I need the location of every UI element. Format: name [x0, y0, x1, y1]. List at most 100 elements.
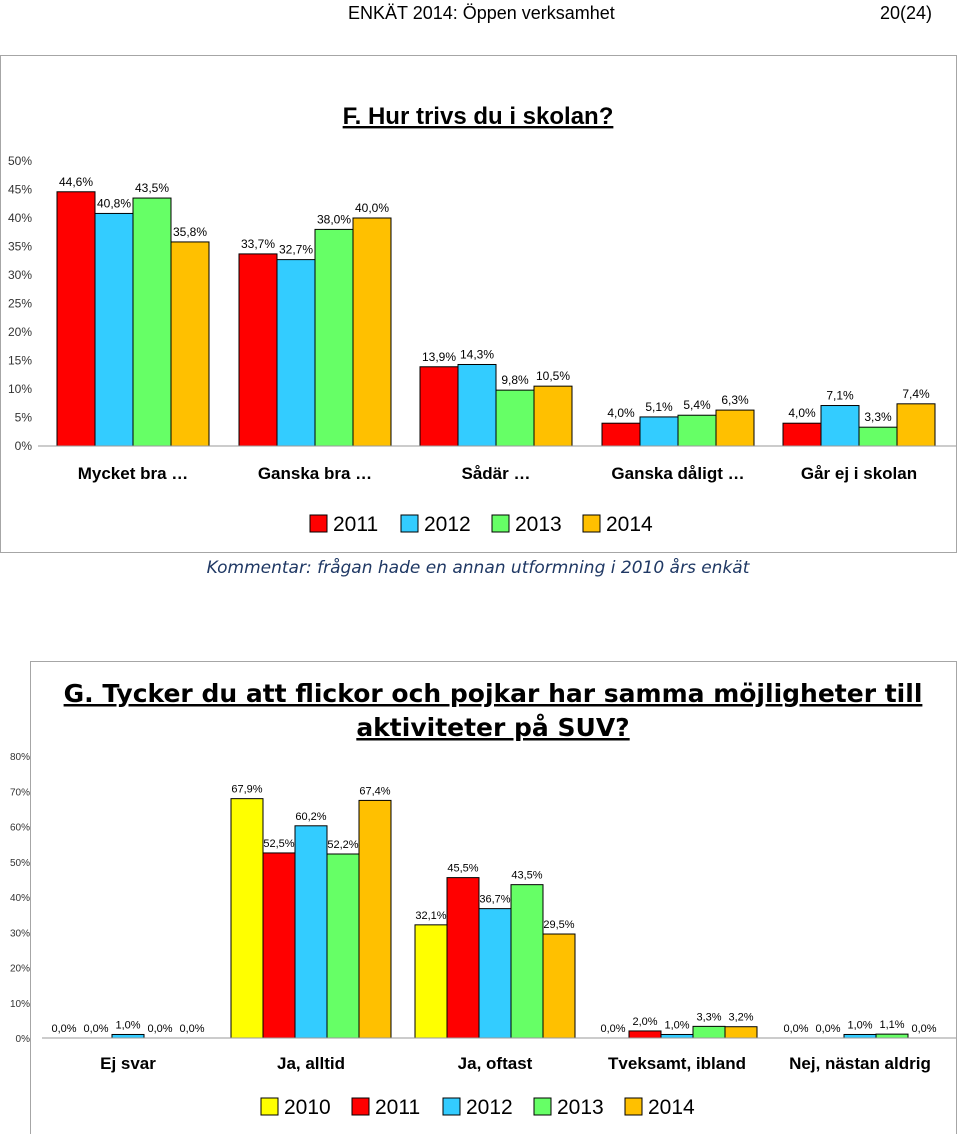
chart-f-data-label-2013-ganska-bra: 38,0%: [317, 212, 351, 226]
chart-g-data-label-2012-tveksamt-ibland: 1,0%: [664, 1019, 689, 1031]
chart-f-bar-2013-gar-ej-i-skolan: [858, 426, 898, 447]
chart-g-category-label-ja-oftast: Ja, oftast: [458, 1054, 533, 1073]
chart-f-data-label-2013-sadar: 9,8%: [501, 373, 529, 387]
chart-f-legend-label-2013: 2013: [515, 513, 562, 536]
chart-g-frame: [30, 661, 957, 1134]
chart-f-bar-2013-ganska-bra: [314, 228, 354, 447]
chart-g-bar-2014-ja-alltid: [358, 799, 392, 1039]
chart-f-bar-2014-sadar: [533, 385, 573, 447]
chart-g-ytick-label: 70%: [10, 787, 30, 798]
chart-g-ytick-label: 60%: [10, 823, 30, 834]
page-number: 20(24): [880, 3, 933, 23]
chart-g-bar-2011-ja-alltid: [262, 852, 296, 1039]
chart-f-ytick-label: 45%: [8, 183, 32, 197]
chart-g-category-label-ja-alltid: Ja, alltid: [277, 1054, 345, 1073]
chart-g-data-label-2012-ej-svar: 1,0%: [115, 1019, 140, 1031]
chart-g-data-label-2013-ja-oftast: 43,5%: [511, 870, 542, 882]
chart-f-legend-swatch-2012: [400, 514, 419, 533]
chart-f-data-label-2012-sadar: 14,3%: [460, 347, 494, 361]
chart-f-ytick-label: 0%: [15, 439, 33, 453]
chart-f-data-label-2014-ganska-bra: 40,0%: [355, 201, 389, 215]
chart-f-title: F. Hur trivs du i skolan?: [343, 103, 614, 130]
chart-g-data-label-2014-nej-nastan-aldrig: 0,0%: [911, 1023, 936, 1035]
chart-g-ytick-label: 0%: [16, 1034, 31, 1045]
chart-f-bar-2013-mycket-bra: [132, 197, 172, 447]
chart-f-data-label-2013-ganska-daligt: 5,4%: [683, 398, 711, 412]
chart-f-data-label-2013-gar-ej-i-skolan: 3,3%: [864, 410, 892, 424]
chart-f-bar-2013-ganska-daligt: [677, 414, 717, 447]
chart-f-ytick-label: 20%: [8, 325, 32, 339]
chart-f-bar-2011-ganska-bra: [238, 253, 278, 447]
chart-g-bar-2010-ja-oftast: [414, 924, 448, 1039]
chart-f-category-label-sadar: Sådär …: [462, 464, 531, 483]
chart-g-ytick-label: 40%: [10, 893, 30, 904]
chart-g-bar-2012-ja-alltid: [294, 825, 328, 1039]
chart-g-data-label-2014-ja-alltid: 67,4%: [359, 785, 390, 797]
chart-f-category-label-ganska-daligt: Ganska dåligt …: [611, 464, 744, 483]
chart-g-data-label-2011-tveksamt-ibland: 2,0%: [632, 1016, 657, 1028]
chart-f-bar-2011-ganska-daligt: [601, 422, 641, 447]
chart-g-bar-2012-tveksamt-ibland: [660, 1033, 694, 1039]
document-title: ENKÄT 2014: Öppen verksamhet: [348, 3, 615, 23]
chart-g-legend-swatch-2010: [260, 1097, 279, 1116]
chart-g-bar-2013-nej-nastan-aldrig: [875, 1033, 909, 1039]
chart-f-ytick-label: 10%: [8, 382, 32, 396]
chart-f-bar-2011-gar-ej-i-skolan: [782, 422, 822, 447]
chart-f-ytick-label: 30%: [8, 268, 32, 282]
chart-f-bar-2014-ganska-bra: [352, 217, 392, 447]
chart-f-legend-swatch-2011: [309, 514, 328, 533]
chart-f-legend-swatch-2014: [582, 514, 601, 533]
chart-f-data-label-2011-mycket-bra: 44,6%: [59, 175, 93, 189]
chart-g-bar-2014-tveksamt-ibland: [724, 1026, 758, 1039]
chart-f-category-label-ganska-bra: Ganska bra …: [258, 464, 372, 483]
chart-f-data-label-2012-ganska-bra: 32,7%: [279, 243, 313, 257]
chart-f-bar-2012-ganska-bra: [276, 259, 316, 447]
chart-g-title-line-2: aktiviteter på SUV?: [356, 713, 629, 742]
chart-g-data-label-2013-nej-nastan-aldrig: 1,1%: [879, 1019, 904, 1031]
chart-g-data-label-2014-ej-svar: 0,0%: [179, 1023, 204, 1035]
chart-g-data-label-2014-ja-oftast: 29,5%: [543, 919, 574, 931]
chart-f-data-label-2011-gar-ej-i-skolan: 4,0%: [788, 406, 816, 420]
chart-g-data-label-2011-ej-svar: 0,0%: [83, 1023, 108, 1035]
chart-g-ytick-label: 10%: [10, 999, 30, 1010]
chart-g-legend-label-2010: 2010: [284, 1096, 331, 1119]
chart-g-data-label-2013-ej-svar: 0,0%: [147, 1023, 172, 1035]
chart-f-data-label-2014-mycket-bra: 35,8%: [173, 225, 207, 239]
chart-g-bar-2012-ja-oftast: [478, 908, 512, 1039]
chart-g-data-label-2012-ja-alltid: 60,2%: [295, 811, 326, 823]
chart-f-bar-2011-mycket-bra: [56, 191, 96, 447]
chart-f-bar-2012-mycket-bra: [94, 212, 134, 447]
chart-g-bar-2013-tveksamt-ibland: [692, 1025, 726, 1039]
chart-g-ytick-label: 20%: [10, 964, 30, 975]
chart-f-bar-2014-ganska-daligt: [715, 409, 755, 447]
chart-g-bar-2012-ej-svar: [111, 1033, 145, 1039]
chart-g-bar-2013-ja-alltid: [326, 853, 360, 1039]
chart-f-bar-2012-sadar: [457, 363, 497, 447]
chart-g-data-label-2010-ja-oftast: 32,1%: [415, 910, 446, 922]
chart-f-bar-2013-sadar: [495, 389, 535, 447]
chart-g-data-label-2013-tveksamt-ibland: 3,3%: [696, 1011, 721, 1023]
chart-f-legend-label-2012: 2012: [424, 513, 471, 536]
chart-comment: Kommentar: frågan hade en annan utformni…: [206, 558, 750, 578]
chart-f-bar-2014-gar-ej-i-skolan: [896, 403, 936, 447]
chart-g-legend-swatch-2011: [351, 1097, 370, 1116]
chart-f-data-label-2012-gar-ej-i-skolan: 7,1%: [826, 389, 854, 403]
chart-g-legend-label-2014: 2014: [648, 1096, 695, 1119]
chart-f-legend-label-2011: 2011: [333, 513, 378, 536]
chart-f-ytick-label: 5%: [15, 411, 33, 425]
chart-f-category-label-gar-ej-i-skolan: Går ej i skolan: [801, 464, 917, 483]
chart-g-legend-swatch-2013: [533, 1097, 552, 1116]
chart-f-data-label-2014-gar-ej-i-skolan: 7,4%: [902, 387, 930, 401]
chart-g-data-label-2011-ja-alltid: 52,5%: [263, 838, 294, 850]
chart-f-legend-swatch-2013: [491, 514, 510, 533]
chart-f-data-label-2014-ganska-daligt: 6,3%: [721, 393, 749, 407]
chart-f-data-label-2013-mycket-bra: 43,5%: [135, 181, 169, 195]
chart-f-data-label-2011-ganska-bra: 33,7%: [241, 237, 275, 251]
chart-g-category-label-tveksamt-ibland: Tveksamt, ibland: [608, 1054, 746, 1073]
chart-f-ytick-label: 40%: [8, 211, 32, 225]
chart-f-ytick-label: 25%: [8, 297, 32, 311]
chart-g-legend-label-2011: 2011: [375, 1096, 420, 1119]
chart-f-data-label-2014-sadar: 10,5%: [536, 369, 570, 383]
chart-g-data-label-2012-nej-nastan-aldrig: 1,0%: [847, 1019, 872, 1031]
